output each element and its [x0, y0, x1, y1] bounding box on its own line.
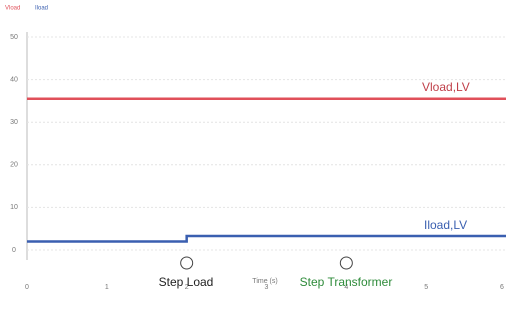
y-tick-label: 10: [10, 204, 18, 211]
x-tick-label: 0: [25, 284, 29, 291]
annotation: Iload,LV: [424, 218, 467, 232]
y-tick-label: 50: [10, 34, 18, 41]
y-tick-label: 20: [10, 162, 18, 169]
x-tick-label: 5: [424, 284, 428, 291]
annotation: Step Load: [159, 275, 214, 289]
annotation: Step Transformer: [300, 275, 393, 289]
x-tick-label: 6: [500, 284, 504, 291]
x-tick-label: 1: [105, 284, 109, 291]
x-tick-label: 2: [185, 284, 189, 291]
x-tick-label: 4: [344, 284, 348, 291]
marker-circle: [180, 256, 194, 270]
x-tick-label: 3: [265, 284, 269, 291]
annotation: Vload,LV: [422, 80, 470, 94]
y-tick-label: 40: [10, 76, 18, 83]
marker-circle: [339, 256, 353, 270]
y-tick-label: 0: [12, 247, 16, 254]
legend-entry: Iload: [35, 6, 48, 12]
series-line: [27, 234, 506, 243]
y-tick-label: 30: [10, 119, 18, 126]
legend-entry: Vload: [5, 6, 20, 12]
x-axis-label: Time (s): [252, 278, 277, 285]
